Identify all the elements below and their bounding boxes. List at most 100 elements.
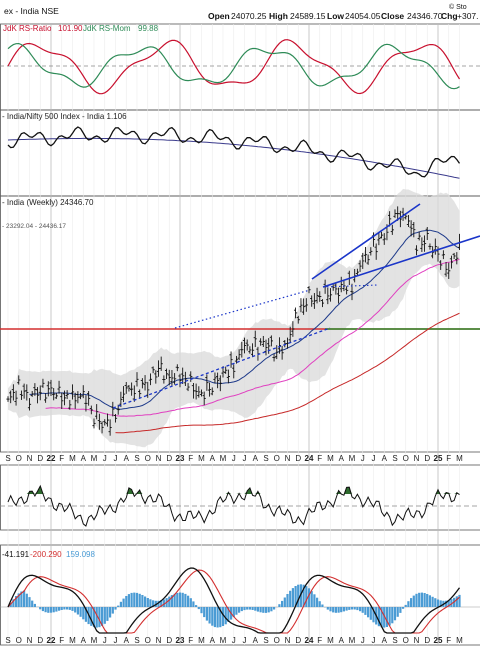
macd-hist-bar: [23, 590, 26, 607]
macd-hist-bar: [420, 592, 423, 607]
macd-hist-bar: [144, 596, 147, 607]
x-tick-label-bottom: 22: [47, 636, 56, 645]
panel-macd: -41.191 -200.290 159.098: [0, 550, 480, 634]
macd-hist-bar: [76, 607, 79, 615]
macd-hist-bar: [248, 607, 251, 610]
macd-hist-bar: [286, 594, 289, 607]
macd-hist-bar: [25, 593, 28, 607]
macd-hist-bar: [404, 604, 407, 607]
macd-hist-bar: [224, 607, 227, 625]
panel-osc-frame: [0, 464, 480, 531]
macd-hist-bar: [434, 598, 437, 607]
x-tick-label: M: [456, 454, 463, 463]
macd-hist-bar: [326, 607, 329, 610]
macd-hist-bar: [377, 607, 380, 627]
x-tick-label-bottom: A: [124, 636, 130, 645]
macd-hist-bar: [439, 600, 442, 607]
x-tick-label-bottom: 23: [176, 636, 185, 645]
x-tick-label: A: [81, 454, 87, 463]
macd-hist-bar: [361, 607, 364, 613]
x-tick-label-bottom: D: [37, 636, 43, 645]
rrg-ratio-value: 101.90: [58, 24, 83, 33]
macd-hist-bar: [17, 593, 20, 607]
macd-hist-bar: [254, 607, 257, 611]
x-tick-label-bottom: D: [295, 636, 301, 645]
macd-hist-bar: [318, 601, 321, 607]
macd-hist-bar: [138, 593, 141, 607]
macd-hist-bar: [385, 607, 388, 627]
x-tick-label: 23: [176, 454, 185, 463]
high-label: High: [269, 11, 288, 21]
macd-hist-bar: [445, 600, 448, 607]
macd-hist-bar: [168, 596, 171, 607]
x-tick-label-bottom: F: [317, 636, 322, 645]
x-tick-label: F: [446, 454, 451, 463]
macd-hist-bar: [216, 607, 219, 628]
macd-hist-bar: [79, 607, 82, 617]
x-tick-label: A: [210, 454, 216, 463]
x-tick-label-bottom: M: [349, 636, 356, 645]
macd-hist-bar: [412, 595, 415, 607]
x-tick-label-bottom: J: [372, 636, 376, 645]
x-tick-label: 25: [434, 454, 443, 463]
x-tick-label-bottom: O: [274, 636, 280, 645]
macd-value-3: 159.098: [66, 550, 95, 559]
macd-hist-bar: [195, 605, 198, 607]
rs-mom-line: [7, 42, 460, 90]
macd-hist-bar: [20, 591, 23, 607]
x-tick-label-bottom: 24: [305, 636, 314, 645]
x-tick-label: S: [5, 454, 10, 463]
x-tick-label-bottom: D: [424, 636, 430, 645]
macd-hist-bar: [55, 607, 58, 612]
macd-hist-bar: [342, 607, 345, 612]
x-tick-label-bottom: O: [16, 636, 22, 645]
macd-hist-bar: [332, 607, 335, 613]
x-tick-label: S: [263, 454, 268, 463]
macd-hist-bar: [41, 607, 44, 612]
x-tick-label: S: [134, 454, 139, 463]
macd-hist-bar: [235, 607, 238, 615]
macd-hist-bar: [106, 607, 109, 621]
price-bars: [6, 206, 462, 436]
x-tick-label: A: [124, 454, 130, 463]
macd-hist-bar: [149, 599, 152, 607]
macd-hist-bar: [192, 601, 195, 607]
macd-hist-bar: [396, 607, 399, 617]
x-tick-label-bottom: M: [198, 636, 205, 645]
rrg-mom-value: 99.88: [138, 24, 159, 33]
macd-hist-bar: [103, 607, 106, 624]
macd-hist-bar: [283, 597, 286, 607]
x-tick-label: O: [403, 454, 409, 463]
macd-value-1: -41.191: [2, 550, 30, 559]
x-tick-label: M: [327, 454, 334, 463]
panel-oscillator: [0, 484, 480, 527]
rrg-mom-label: JdK RS-Mom: [83, 24, 131, 33]
x-tick-label: 22: [47, 454, 56, 463]
macd-hist-bar: [334, 607, 337, 613]
macd-hist-bar: [66, 607, 69, 610]
macd-hist-bar: [436, 599, 440, 607]
macd-hist-bar: [410, 598, 413, 607]
x-tick-label-bottom: N: [285, 636, 291, 645]
macd-hist-bar: [58, 607, 61, 611]
macd-hist-bar: [68, 607, 71, 610]
macd-hist-bar: [31, 600, 34, 607]
macd-hist-bar: [221, 607, 225, 626]
macd-hist-bar: [157, 600, 160, 607]
bollinger-label: - 23292.04 - 24436.17: [2, 223, 66, 230]
rs-line: [7, 126, 461, 178]
macd-hist-bar: [84, 607, 87, 622]
high-value: 24589.15: [290, 11, 326, 21]
x-tick-label: J: [361, 454, 365, 463]
x-tick-label: M: [91, 454, 98, 463]
macd-hist-bar: [109, 607, 112, 618]
x-tick-label: D: [37, 454, 43, 463]
x-tick-label-bottom: F: [188, 636, 193, 645]
macd-hist-bar: [189, 598, 192, 607]
macd-hist-bar: [281, 600, 284, 607]
macd-hist-bar: [418, 592, 421, 607]
macd-hist-bar: [119, 601, 122, 607]
macd-hist-bar: [9, 603, 12, 607]
x-tick-label: O: [16, 454, 22, 463]
macd-hist-bar: [388, 607, 391, 626]
